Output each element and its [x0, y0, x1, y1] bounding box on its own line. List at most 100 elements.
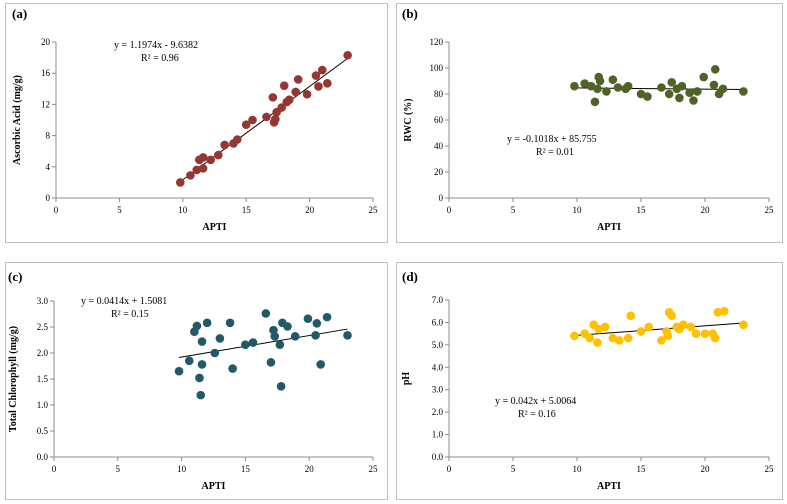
data-point	[343, 50, 352, 60]
y-tick-label: 3.0	[432, 385, 444, 395]
x-axis-label: APTI	[203, 222, 227, 233]
y-tick-label: 2.0	[37, 348, 49, 358]
x-tick-label: 15	[637, 205, 647, 215]
x-tick-label: 0	[54, 205, 59, 215]
data-point	[184, 356, 194, 366]
x-tick-label: 25	[369, 205, 379, 215]
x-tick-label: 20	[701, 464, 711, 474]
y-tick-label: 0.0	[432, 452, 444, 462]
data-point	[644, 322, 653, 332]
y-tick-label: 2.0	[432, 407, 444, 417]
data-point	[198, 153, 208, 162]
data-point	[675, 93, 684, 103]
data-point	[314, 82, 323, 91]
data-point	[241, 120, 251, 129]
y-tick-label: 0	[46, 193, 51, 203]
data-point	[700, 329, 710, 338]
y-tick-label: 80	[434, 89, 444, 99]
data-point	[196, 390, 206, 400]
x-tick-label: 10	[573, 205, 583, 215]
x-axis-label: APTI	[597, 481, 621, 492]
x-tick-label: 10	[177, 464, 187, 474]
y-tick-label: 12	[41, 99, 50, 109]
panel-c: 0 5 10 15 20 25 0.0 0.5 1.0 1.5 2.0 2.5 3.0 (c) APTI To…	[5, 262, 388, 500]
data-point	[691, 329, 701, 338]
data-point	[285, 95, 294, 105]
panel-label: (a)	[12, 6, 27, 21]
data-point	[192, 321, 202, 331]
data-point	[262, 112, 271, 122]
data-point	[667, 78, 677, 87]
data-point	[268, 93, 278, 102]
x-axis-label: APTI	[202, 481, 226, 492]
data-point	[311, 331, 320, 340]
trendline	[574, 322, 744, 336]
y-tick-label: 0.5	[37, 426, 49, 436]
data-point	[685, 88, 694, 97]
data-point	[657, 336, 666, 345]
data-point	[677, 81, 687, 91]
data-point	[206, 155, 215, 165]
data-point	[710, 333, 720, 343]
chart-b: 0 5 10 15 20 25 0 20 40 60 80 100 120 (b) APTI RWC (%) y…	[402, 6, 774, 233]
data-point	[303, 314, 313, 323]
y-tick-label: 6.0	[432, 317, 444, 327]
y-tick-label: 120	[430, 37, 444, 47]
data-point	[283, 322, 292, 331]
trendline-equation: y = 1.1974x - 9.6382	[114, 40, 198, 51]
data-point	[186, 171, 195, 180]
data-point	[261, 309, 271, 318]
x-tick-label: 20	[305, 205, 315, 215]
data-point	[316, 360, 325, 369]
data-point	[623, 81, 633, 91]
data-point	[614, 336, 624, 345]
data-point	[277, 103, 287, 112]
y-tick-label: 16	[41, 68, 51, 78]
data-point	[270, 332, 280, 341]
data-point	[195, 373, 204, 383]
x-tick-label: 5	[511, 464, 516, 474]
data-point	[689, 96, 698, 105]
y-tick-label: 1.0	[37, 400, 49, 410]
panel-label: (c)	[8, 269, 22, 284]
x-tick-label: 20	[305, 464, 315, 474]
data-point	[693, 87, 702, 96]
y-tick-label: 4	[46, 162, 51, 172]
data-point	[686, 322, 696, 332]
data-point	[197, 360, 207, 369]
data-point	[585, 333, 595, 343]
panel-label: (b)	[402, 6, 418, 21]
chart-d: 0 5 10 15 20 25 0.0 1.0 2.0 3.0 4.0 5.0 6.0 7.0 (d) APT…	[401, 269, 775, 492]
data-point	[699, 72, 709, 82]
x-tick-label: 0	[52, 464, 57, 474]
data-point	[643, 92, 652, 101]
x-tick-label: 0	[447, 464, 452, 474]
x-tick-label: 0	[447, 205, 452, 215]
data-point	[220, 140, 229, 150]
y-tick-label: 60	[434, 115, 444, 125]
chart-c: 0 5 10 15 20 25 0.0 0.5 1.0 1.5 2.0 2.5 3.0 (c) APTI To…	[8, 269, 378, 492]
data-point	[710, 65, 720, 74]
data-point	[593, 84, 602, 94]
y-tick-label: 8	[46, 131, 51, 141]
data-point	[271, 114, 280, 124]
data-point	[657, 83, 666, 92]
data-point	[709, 80, 719, 90]
panel-b: 0 5 10 15 20 25 0 20 40 60 80 100 120 (b) APTI RWC (%) y…	[396, 3, 783, 243]
y-tick-label: 0	[439, 193, 444, 203]
data-point	[739, 320, 748, 329]
r-squared-label: R² = 0.16	[518, 409, 556, 420]
y-axis-label: pH	[401, 372, 412, 386]
x-tick-label: 25	[765, 464, 775, 474]
data-point	[275, 340, 285, 349]
data-point	[663, 331, 673, 341]
data-point	[322, 312, 332, 322]
trendline-equation: y = -0.1018x + 85.755	[507, 134, 597, 145]
data-point	[593, 338, 602, 347]
data-point	[293, 75, 303, 84]
y-tick-label: 1.0	[432, 430, 444, 440]
data-point	[312, 319, 322, 328]
x-tick-label: 5	[116, 464, 121, 474]
data-point	[343, 331, 352, 340]
y-tick-label: 100	[430, 63, 444, 73]
